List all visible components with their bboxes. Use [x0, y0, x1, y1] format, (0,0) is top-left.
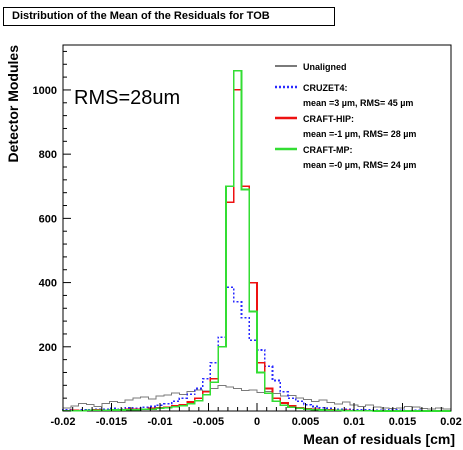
y-tick-label: 1000 [33, 85, 57, 97]
legend-label-1: CRUZET4: [303, 83, 348, 93]
x-tick-label: -0.02 [50, 416, 75, 428]
y-tick-label: 800 [39, 149, 57, 161]
x-tick-label: 0.005 [292, 416, 320, 428]
x-tick-label: -0.01 [147, 416, 172, 428]
legend-detail-1: mean =3 µm, RMS= 45 µm [303, 98, 413, 108]
x-tick-label: 0 [254, 416, 260, 428]
x-tick-label: 0.01 [343, 416, 364, 428]
legend-detail-2: mean =-1 µm, RMS= 28 µm [303, 129, 416, 139]
y-tick-label: 200 [39, 342, 57, 354]
legend-label-3: CRAFT-MP: [303, 145, 353, 155]
y-tick-label: 600 [39, 213, 57, 225]
legend-label-2: CRAFT-HIP: [303, 114, 354, 124]
y-axis-label: Detector Modules [5, 45, 21, 163]
x-tick-label: 0.015 [389, 416, 417, 428]
y-tick-label: 400 [39, 278, 57, 290]
x-axis-label: Mean of residuals [cm] [303, 431, 455, 447]
series-line-0 [62, 384, 451, 411]
rms-annotation: RMS=28um [74, 87, 180, 109]
x-tick-label: -0.015 [96, 416, 127, 428]
legend-detail-3: mean =-0 µm, RMS= 24 µm [303, 160, 416, 170]
x-tick-label: 0.02 [440, 416, 461, 428]
x-tick-label: -0.005 [193, 416, 224, 428]
chart-title: Distribution of the Mean of the Residual… [3, 7, 335, 26]
legend: Unaligned CRUZET4: mean =3 µm, RMS= 45 µm C… [275, 62, 416, 170]
axis-layer: -0.02 -0.015 -0.01 -0.005 0 0.005 0.01 0.015 0.0… [33, 50, 462, 428]
legend-label-0: Unaligned [303, 62, 347, 72]
